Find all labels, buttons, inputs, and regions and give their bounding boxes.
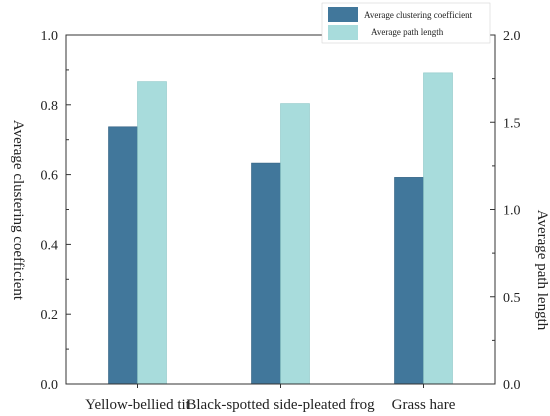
left-tick-label: 0.0 <box>41 378 59 393</box>
left-tick-label: 0.2 <box>41 308 59 323</box>
bar-path-length <box>280 103 310 385</box>
left-tick-label: 0.8 <box>41 99 59 114</box>
right-tick-label: 0.0 <box>503 378 521 393</box>
category-label: Yellow-bellied tit <box>85 397 191 413</box>
legend-swatch-clustering <box>328 7 358 22</box>
left-axis: 0.0 0.2 0.4 0.6 0.8 1.0 <box>41 29 71 393</box>
left-tick-label: 0.6 <box>41 169 59 184</box>
legend: Average clustering coefficient Average p… <box>321 2 491 44</box>
left-axis-title: Average clustering coefficient <box>10 120 26 301</box>
legend-swatch-path-length <box>328 25 358 40</box>
left-tick-label: 0.4 <box>41 238 59 253</box>
bar-path-length <box>423 72 453 385</box>
category-label: Grass hare <box>392 397 456 413</box>
right-tick-label: 2.0 <box>503 29 521 44</box>
right-tick-label: 0.5 <box>503 291 521 306</box>
bar-clustering-coefficient <box>394 177 424 385</box>
left-tick-label: 1.0 <box>41 29 59 44</box>
right-tick-label: 1.0 <box>503 204 521 219</box>
right-axis-title: Average path length <box>534 210 550 331</box>
bar-clustering-coefficient <box>251 162 281 385</box>
bar-path-length <box>137 81 167 385</box>
legend-label-clustering: Average clustering coefficient <box>364 10 473 20</box>
right-axis: 0.0 0.5 1.0 1.5 2.0 <box>490 29 521 393</box>
right-tick-label: 1.5 <box>503 116 521 131</box>
category-label: Black-spotted side-pleated frog <box>186 397 375 413</box>
legend-label-path-length: Average path length <box>371 27 444 37</box>
bars-layer <box>108 72 453 385</box>
bar-clustering-coefficient <box>108 126 138 385</box>
